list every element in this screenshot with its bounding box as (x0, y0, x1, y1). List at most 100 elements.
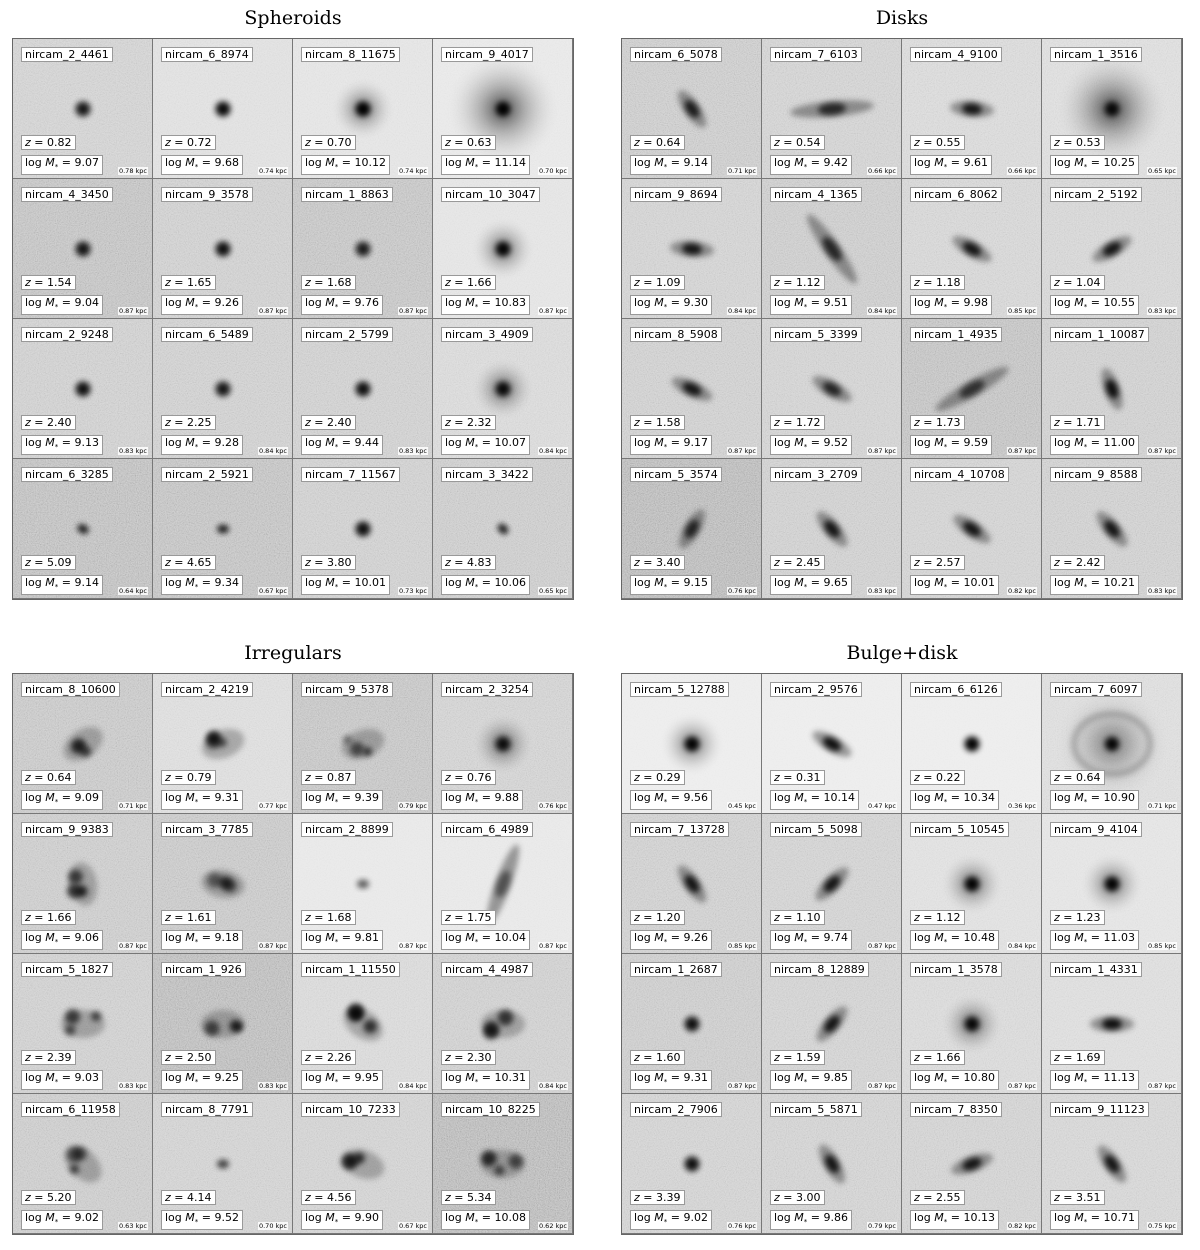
stellar-mass-value: 9.26 (214, 296, 239, 309)
redshift-value: 1.04 (1076, 276, 1101, 289)
stellar-mass-label: log M* = 9.06 (21, 930, 103, 951)
galaxy-source (1092, 236, 1132, 262)
redshift-symbol: z (445, 556, 451, 569)
stellar-mass-symbol: log M* = (1054, 1071, 1104, 1087)
galaxy-id-label: nircam_9_4017 (441, 47, 533, 62)
galaxy-image (293, 1094, 432, 1233)
stellar-mass-label: log M* = 9.98 (910, 295, 992, 316)
galaxy-image (622, 674, 761, 813)
galaxy-cutout: nircam_9_5378 z = 0.87 log M* = 9.39 0.79 k… (293, 674, 433, 814)
galaxy-cutout: nircam_10_8225 z = 5.34 log M* = 10.08 0.62… (433, 1094, 573, 1234)
redshift-value: 4.65 (187, 556, 212, 569)
galaxy-image (1042, 1094, 1181, 1233)
stellar-mass-label: log M* = 9.81 (301, 930, 383, 951)
stellar-mass-symbol: log M* = (914, 436, 964, 452)
scale-bar-label: 0.66 kpc (866, 167, 897, 175)
stellar-mass-label: log M* = 10.04 (441, 930, 530, 951)
scale-bar-label: 0.65 kpc (537, 587, 568, 595)
redshift-label: z = 2.57 (910, 555, 965, 570)
redshift-value: 2.45 (796, 556, 821, 569)
redshift-value: 2.40 (327, 416, 352, 429)
redshift-label: z = 5.20 (21, 1190, 76, 1205)
stellar-mass-label: log M* = 9.65 (770, 575, 852, 596)
stellar-mass-label: log M* = 9.74 (770, 930, 852, 951)
redshift-symbol: z (1054, 1051, 1060, 1064)
stellar-mass-symbol: log M* = (305, 436, 355, 452)
galaxy-id-label: nircam_1_4935 (910, 327, 1002, 342)
redshift-value: 0.82 (47, 136, 72, 149)
redshift-label: z = 1.65 (161, 275, 216, 290)
stellar-mass-value: 10.04 (494, 931, 526, 944)
scale-bar-label: 0.62 kpc (537, 1222, 568, 1230)
redshift-symbol: z (1054, 911, 1060, 924)
stellar-mass-value: 9.51 (823, 296, 848, 309)
redshift-label: z = 0.31 (770, 770, 825, 785)
stellar-mass-label: log M* = 11.14 (441, 155, 530, 176)
galaxy-source (341, 728, 385, 760)
galaxy-source (61, 1009, 105, 1038)
redshift-symbol: z (445, 1051, 451, 1064)
galaxy-id-label: nircam_4_4987 (441, 962, 533, 977)
stellar-mass-symbol: log M* = (25, 931, 75, 947)
stellar-mass-symbol: log M* = (1054, 791, 1104, 807)
stellar-mass-label: log M* = 10.07 (441, 435, 530, 456)
galaxy-cutout: nircam_1_4935 z = 1.73 log M* = 9.59 0.87 k… (902, 319, 1042, 459)
redshift-value: 0.87 (327, 771, 352, 784)
galaxy-image (293, 179, 432, 318)
stellar-mass-symbol: log M* = (634, 1211, 684, 1227)
galaxy-id-label: nircam_10_8225 (441, 1102, 540, 1117)
stellar-mass-value: 9.85 (823, 1071, 848, 1084)
galaxy-id-label: nircam_2_3254 (441, 682, 533, 697)
galaxy-cutout: nircam_7_13728 z = 1.20 log M* = 9.26 0.85 … (622, 814, 762, 954)
stellar-mass-value: 10.21 (1103, 576, 1135, 589)
galaxy-id-label: nircam_1_11550 (301, 962, 400, 977)
galaxy-cutout: nircam_6_3285 z = 5.09 log M* = 9.14 0.64 k… (13, 459, 153, 599)
redshift-value: 1.12 (936, 911, 961, 924)
stellar-mass-value: 10.14 (823, 791, 855, 804)
galaxy-source (63, 726, 103, 762)
scale-bar-label: 0.83 kpc (397, 447, 428, 455)
stellar-mass-symbol: log M* = (25, 791, 75, 807)
redshift-value: 0.70 (327, 136, 352, 149)
galaxy-cutout: nircam_9_8694 z = 1.09 log M* = 9.30 0.84 k… (622, 179, 762, 319)
galaxy-id-label: nircam_3_3422 (441, 467, 533, 482)
stellar-mass-symbol: log M* = (25, 576, 75, 592)
stellar-mass-label: log M* = 9.44 (301, 435, 383, 456)
redshift-value: 0.29 (656, 771, 681, 784)
redshift-symbol: z (1054, 556, 1060, 569)
galaxy-source (207, 93, 239, 125)
scale-bar-label: 0.85 kpc (1146, 942, 1177, 950)
scale-bar-label: 0.70 kpc (257, 1222, 288, 1230)
scale-bar-label: 0.67 kpc (257, 587, 288, 595)
scale-bar-label: 0.67 kpc (397, 1222, 428, 1230)
stellar-mass-label: log M* = 9.17 (630, 435, 712, 456)
redshift-label: z = 2.42 (1050, 555, 1105, 570)
redshift-value: 0.63 (467, 136, 492, 149)
galaxy-image (902, 954, 1041, 1093)
redshift-value: 3.40 (656, 556, 681, 569)
galaxy-cutout: nircam_9_11123 z = 3.51 log M* = 10.71 0.75… (1042, 1094, 1182, 1234)
galaxy-image (153, 179, 292, 318)
redshift-value: 2.30 (467, 1051, 492, 1064)
galaxy-source (670, 240, 714, 258)
galaxy-id-label: nircam_7_6103 (770, 47, 862, 62)
redshift-symbol: z (445, 416, 451, 429)
scale-bar-label: 0.76 kpc (726, 1222, 757, 1230)
redshift-value: 1.61 (187, 911, 212, 924)
galaxy-cutout: nircam_2_3254 z = 0.76 log M* = 9.88 0.76 k… (433, 674, 573, 814)
stellar-mass-value: 9.61 (963, 156, 988, 169)
redshift-value: 0.54 (796, 136, 821, 149)
stellar-mass-symbol: log M* = (305, 296, 355, 312)
redshift-label: z = 1.04 (1050, 275, 1105, 290)
scale-bar-label: 0.83 kpc (1146, 587, 1177, 595)
scale-bar-label: 0.87 kpc (1146, 1082, 1177, 1090)
redshift-label: z = 0.64 (1050, 770, 1105, 785)
galaxy-id-label: nircam_5_5871 (770, 1102, 862, 1117)
galaxy-cutout: nircam_1_2687 z = 1.60 log M* = 9.31 0.87 k… (622, 954, 762, 1094)
scale-bar-label: 0.83 kpc (117, 1082, 148, 1090)
galaxy-source (819, 1144, 845, 1184)
redshift-value: 1.72 (796, 416, 821, 429)
redshift-label: z = 1.12 (770, 275, 825, 290)
stellar-mass-label: log M* = 10.90 (1050, 790, 1139, 811)
galaxy-source (816, 1006, 848, 1042)
